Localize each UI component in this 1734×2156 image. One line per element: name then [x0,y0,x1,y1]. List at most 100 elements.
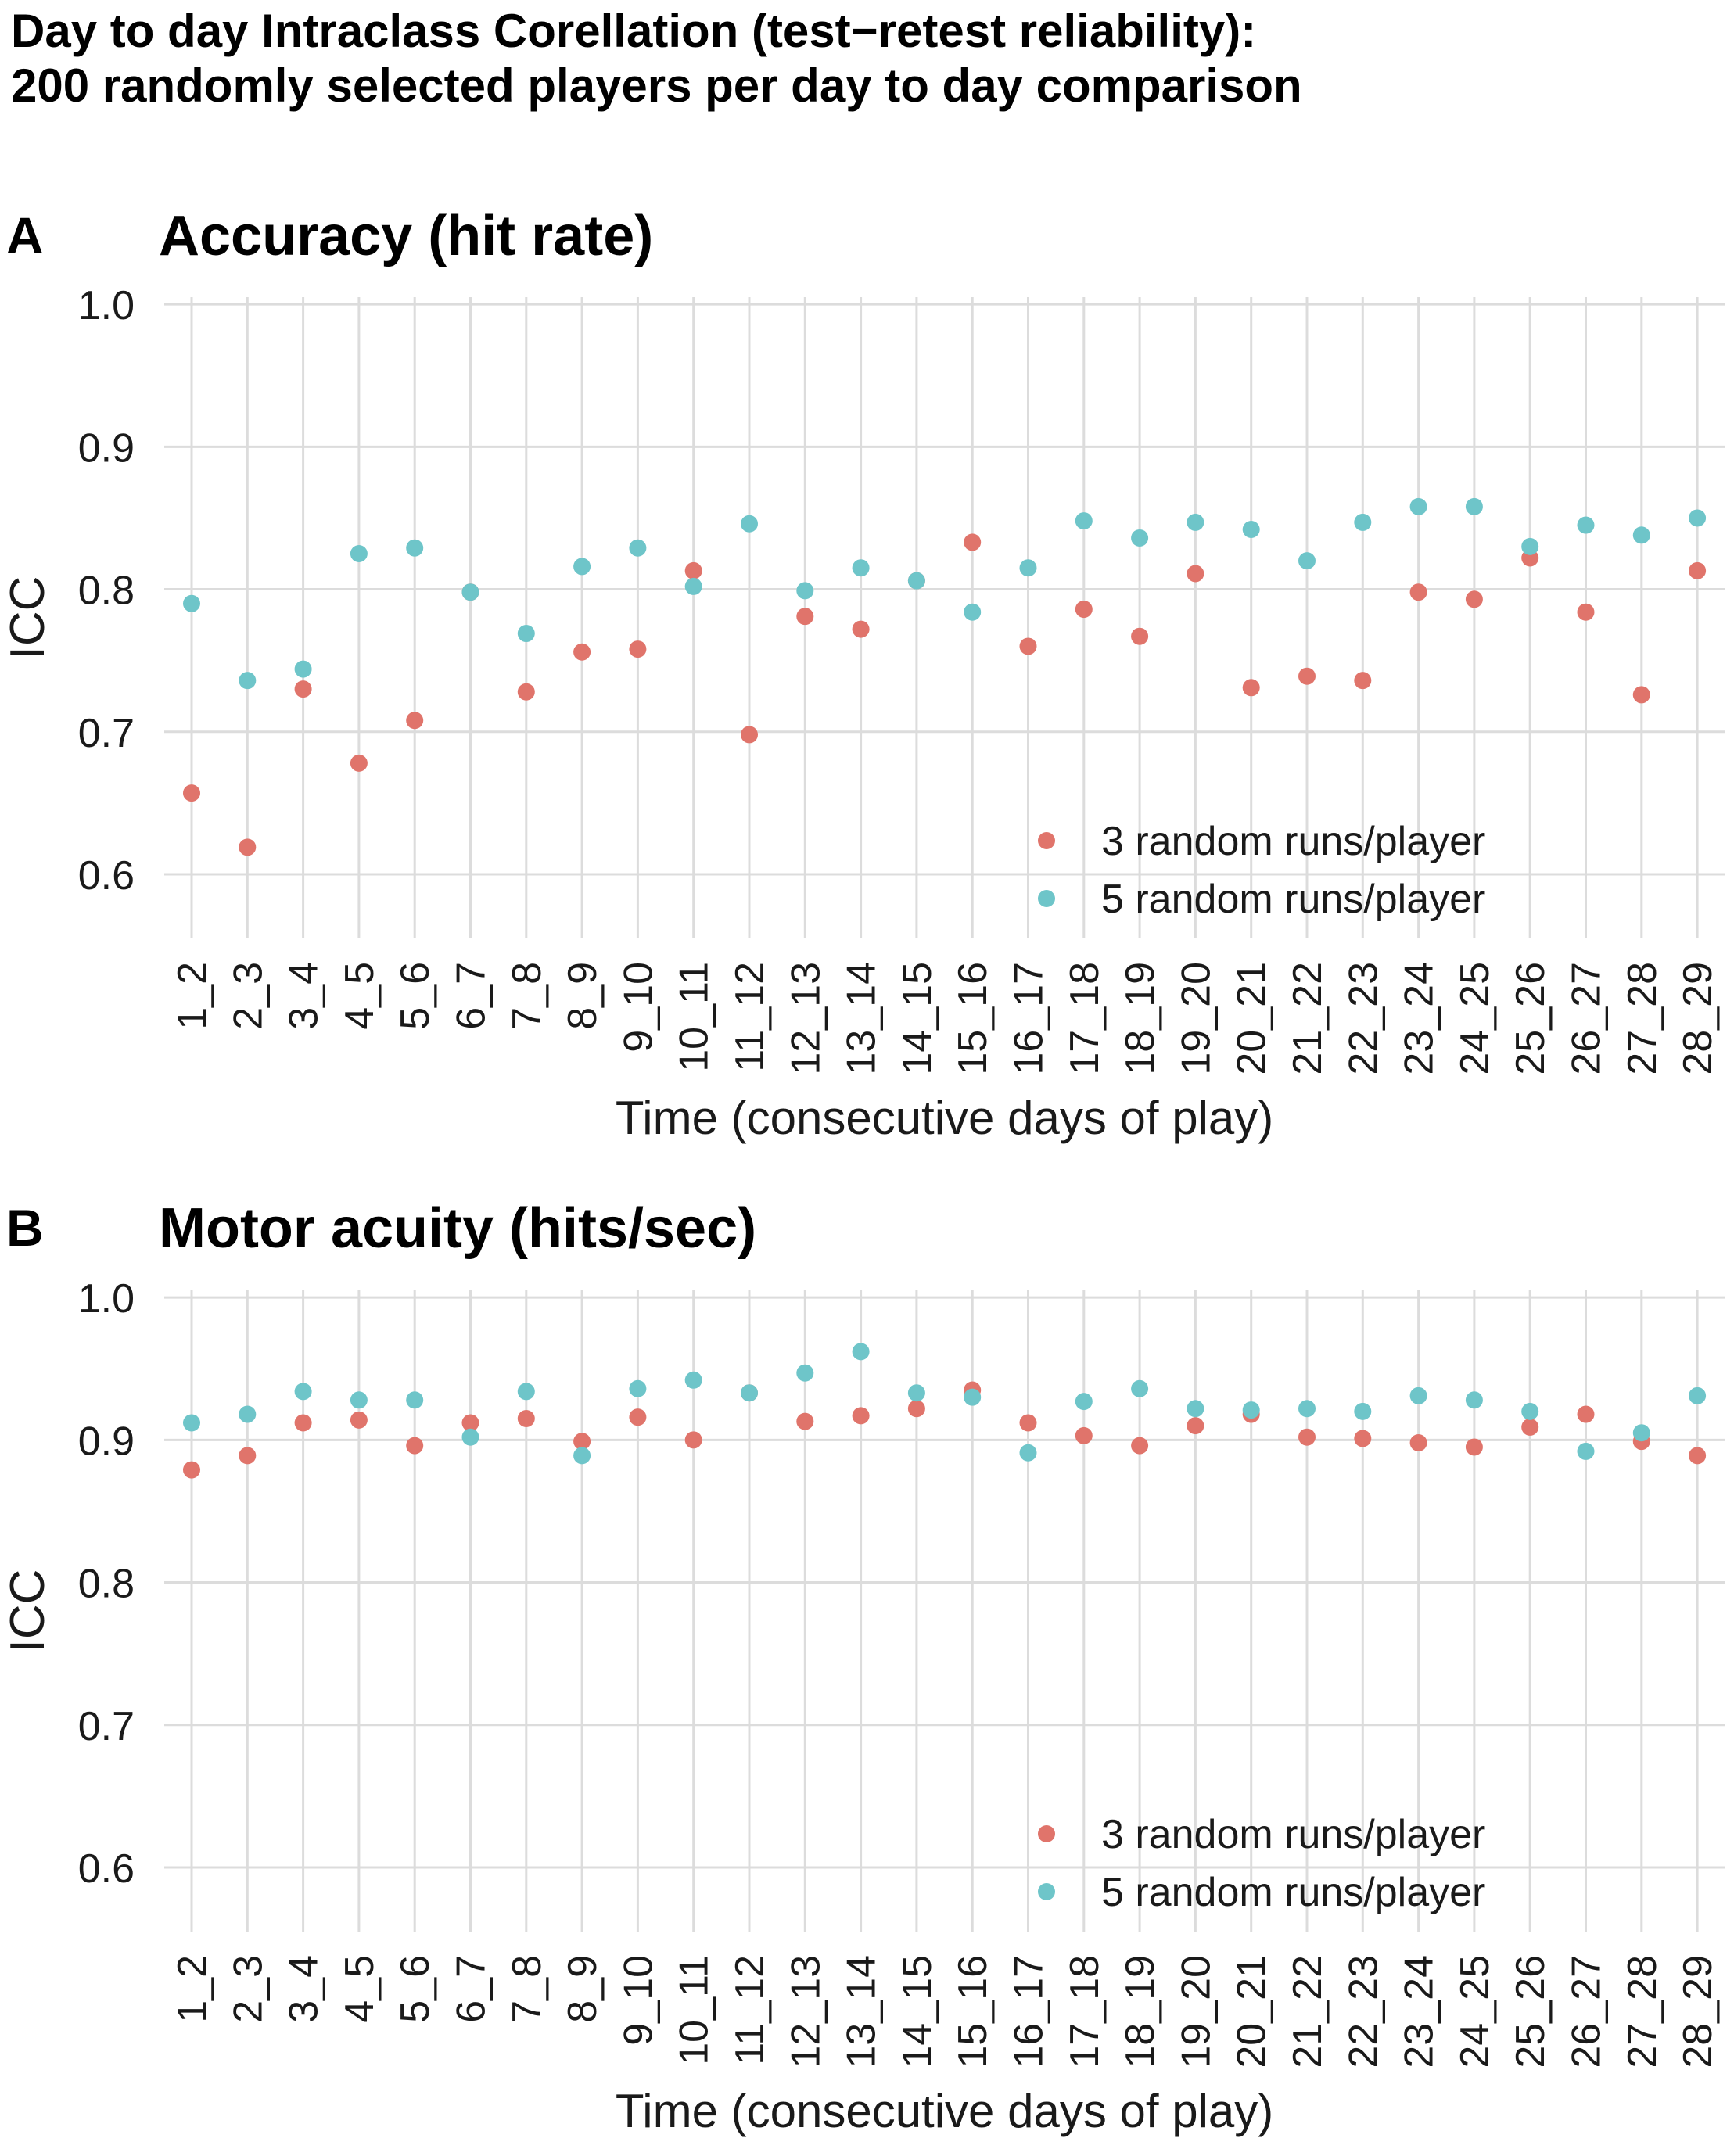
point-series-5-runs [1187,513,1204,531]
point-series-5-runs [1242,1401,1260,1419]
x-tick-label: 12_13 [783,962,828,1075]
point-series-5-runs [350,545,368,562]
point-series-5-runs [629,539,647,557]
x-tick-label: 8_9 [560,962,605,1030]
point-series-5-runs [183,1414,200,1432]
legend-label: 3 random runs/player [1101,819,1485,864]
point-series-5-runs [239,672,257,690]
point-series-5-runs [1019,1444,1037,1462]
point-series-5-runs [1354,513,1372,531]
point-series-3-runs [1075,601,1093,619]
x-tick-label: 10_11 [672,1955,717,2065]
x-tick-label: 22_23 [1341,1955,1386,2068]
point-series-5-runs [517,1383,535,1401]
point-series-3-runs [1632,686,1650,704]
point-series-3-runs [684,1431,702,1449]
x-tick-label: 24_25 [1452,962,1498,1075]
point-series-3-runs [1577,1405,1595,1423]
y-tick-label: 1.0 [78,1276,135,1322]
x-tick-label: 14_15 [895,962,940,1075]
x-tick-label: 21_22 [1285,1955,1330,2068]
point-series-5-runs [852,559,870,577]
point-series-5-runs [1409,1387,1427,1404]
x-tick-label: 8_9 [560,1955,605,2023]
point-series-3-runs [1354,1430,1372,1447]
x-tick-label: 3_4 [282,1955,327,2023]
point-series-3-runs [1577,603,1595,621]
x-tick-label: 3_4 [282,962,327,1030]
point-series-5-runs [1689,509,1707,527]
point-series-3-runs [517,683,535,701]
x-tick-label: 4_5 [337,1955,382,2023]
point-series-3-runs [629,1408,647,1426]
point-series-3-runs [1131,627,1149,645]
y-axis-label: ICC [1,1569,55,1653]
point-series-3-runs [741,726,758,744]
point-series-3-runs [1019,637,1037,655]
panel-a-title: Accuracy (hit rate) [159,205,654,267]
x-tick-label: 15_16 [950,1955,996,2068]
x-axis-label: Time (consecutive days of play) [616,1092,1273,1144]
point-series-5-runs [741,1384,758,1402]
x-tick-label: 28_29 [1675,1955,1721,2068]
x-tick-label: 25_26 [1508,1955,1553,2068]
point-series-3-runs [1465,590,1483,608]
point-series-5-runs [573,558,591,576]
point-series-3-runs [183,784,200,802]
point-series-5-runs [907,572,925,590]
x-tick-label: 1_2 [170,1955,215,2023]
x-tick-label: 2_3 [225,962,271,1030]
point-series-5-runs [796,582,814,600]
y-tick-label: 0.9 [78,425,135,471]
point-series-5-runs [684,1371,702,1389]
x-tick-label: 13_14 [839,1955,885,2068]
point-series-3-runs [1298,667,1316,685]
legend-key [1038,1883,1055,1900]
point-series-3-runs [796,608,814,626]
x-tick-label: 26_27 [1564,962,1610,1075]
point-series-3-runs [1409,1433,1427,1451]
panel-b-title: Motor acuity (hits/sec) [159,1197,757,1260]
point-series-5-runs [1019,559,1037,577]
point-series-3-runs [406,1437,424,1455]
x-tick-label: 16_17 [1007,962,1052,1075]
point-series-3-runs [852,1407,870,1425]
point-series-5-runs [1075,512,1093,530]
x-tick-label: 11_12 [727,962,773,1072]
point-series-5-runs [517,625,535,643]
x-tick-label: 13_14 [839,962,885,1075]
x-tick-label: 17_18 [1062,1955,1108,2068]
x-tick-label: 11_12 [727,1955,773,2065]
x-tick-label: 12_13 [783,1955,828,2068]
point-series-5-runs [1187,1400,1204,1418]
point-series-5-runs [741,515,758,533]
point-series-5-runs [294,1383,312,1401]
point-series-3-runs [1354,672,1372,690]
point-series-3-runs [1521,1418,1539,1436]
point-series-3-runs [1131,1437,1149,1455]
legend-key [1038,890,1055,907]
point-series-5-runs [1465,497,1483,515]
x-tick-label: 5_6 [393,962,438,1030]
point-series-5-runs [183,594,200,612]
y-tick-label: 0.8 [78,569,135,614]
figure-title-line1: Day to day Intraclass Corellation (test−… [11,5,1257,57]
point-series-3-runs [461,1414,479,1432]
point-series-5-runs [461,583,479,601]
point-series-3-runs [1242,679,1260,697]
x-tick-label: 23_24 [1397,1955,1442,2068]
point-series-3-runs [852,620,870,638]
point-series-3-runs [294,1414,312,1432]
x-tick-label: 28_29 [1675,962,1721,1075]
x-tick-label: 1_2 [170,962,215,1030]
point-series-5-runs [1577,1442,1595,1460]
point-series-3-runs [1298,1428,1316,1446]
y-axis-label: ICC [1,576,55,660]
point-series-3-runs [350,1411,368,1429]
x-tick-label: 14_15 [895,1955,940,2068]
point-series-5-runs [1689,1387,1707,1404]
legend-key [1038,1825,1055,1842]
x-tick-label: 6_7 [449,962,494,1030]
point-series-5-runs [1521,1402,1539,1420]
legend-label: 5 random runs/player [1101,877,1485,922]
